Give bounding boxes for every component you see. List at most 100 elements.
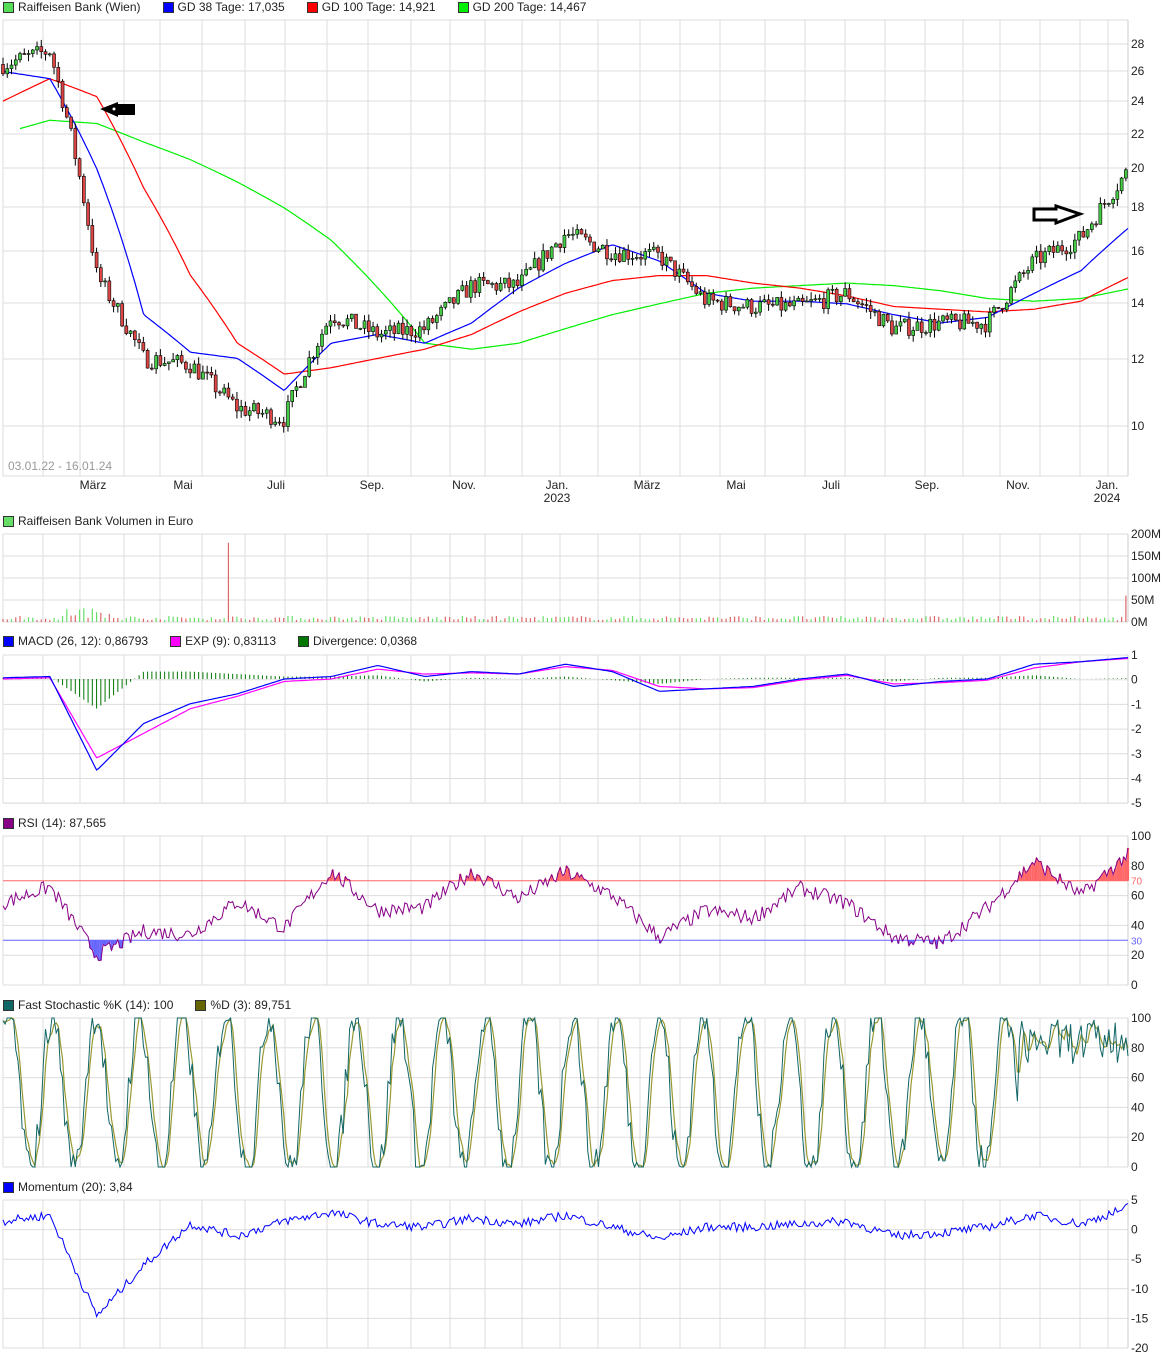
right-arrow-annotation-icon [1032,203,1085,226]
svg-text:Jan.: Jan. [546,478,569,492]
green-square-icon [3,515,14,527]
volume-plot [2,542,1127,622]
svg-text:14: 14 [1131,296,1145,310]
svg-text:0M: 0M [1131,615,1148,629]
svg-text:28: 28 [1131,37,1145,51]
legend-item-gd38: GD 38 Tage: 17,035 [162,0,285,14]
blue-square-icon [3,635,14,647]
svg-text:22: 22 [1131,127,1145,141]
svg-text:März: März [634,478,661,492]
svg-text:30: 30 [1131,936,1143,947]
momentum-legend: Momentum (20): 3,84 [3,1180,155,1194]
momentum-plot [2,1203,1129,1319]
svg-text:70: 70 [1131,877,1143,888]
svg-text:40: 40 [1131,1100,1145,1114]
svg-text:100M: 100M [1131,571,1161,585]
left-arrow-annotation-icon [100,102,135,117]
olive-square-icon [195,999,207,1011]
svg-text:0: 0 [1131,1160,1138,1174]
svg-text:Juli: Juli [822,478,840,492]
stoch-legend: Fast Stochastic %K (14): 100 %D (3): 89,… [3,998,313,1012]
svg-text:18: 18 [1131,200,1145,214]
legend-label: %D (3): 89,751 [210,998,292,1012]
svg-text:-4: -4 [1131,772,1142,786]
rsi-plot [2,847,1130,962]
svg-text:-2: -2 [1131,722,1142,736]
svg-text:Mai: Mai [726,478,745,492]
legend-label: Divergence: 0,0368 [313,634,418,648]
svg-text:50M: 50M [1131,593,1154,607]
green-square-icon [457,1,469,13]
legend-label: Momentum (20): 3,84 [18,1180,133,1194]
svg-text:5: 5 [1131,1193,1138,1207]
svg-text:Juli: Juli [267,478,285,492]
date-range-label: 03.01.22 - 16.01.24 [8,459,112,473]
red-square-icon [306,1,318,13]
axis-labels: 28262422201816141210200M150M100M50M0M10-… [80,37,1161,1355]
svg-text:-5: -5 [1131,796,1142,810]
svg-text:-20: -20 [1131,1341,1149,1355]
svg-text:100: 100 [1131,1011,1151,1025]
legend-item-momentum: Momentum (20): 3,84 [3,1180,133,1194]
svg-text:-15: -15 [1131,1311,1149,1325]
legend-item-stoch-k: Fast Stochastic %K (14): 100 [3,998,173,1012]
svg-text:0: 0 [1131,673,1138,687]
svg-text:0: 0 [1131,1223,1138,1237]
svg-text:1: 1 [1131,648,1138,662]
svg-text:-10: -10 [1131,1282,1149,1296]
legend-item-macd: MACD (26, 12): 0,86793 [3,634,148,648]
svg-text:24: 24 [1131,94,1145,108]
purple-square-icon [3,817,14,829]
legend-label: Raiffeisen Bank Volumen in Euro [18,514,194,528]
legend-item-volume: Raiffeisen Bank Volumen in Euro [3,514,193,528]
macd-plot [2,657,1129,771]
grid-lines [2,19,1129,1349]
blue-square-icon [162,1,174,13]
legend-item-rsi: RSI (14): 87,565 [3,816,106,830]
legend-item-exp: EXP (9): 0,83113 [170,634,276,648]
legend-item-stoch-d: %D (3): 89,751 [195,998,291,1012]
volume-legend: Raiffeisen Bank Volumen in Euro [3,514,215,528]
svg-text:60: 60 [1131,889,1145,903]
svg-text:0: 0 [1131,978,1138,992]
legend-label: EXP (9): 0,83113 [185,634,277,648]
svg-text:150M: 150M [1131,549,1161,563]
legend-item-gd200: GD 200 Tage: 14,467 [457,0,587,14]
legend-label: MACD (26, 12): 0,86793 [18,634,149,648]
svg-text:40: 40 [1131,918,1145,932]
legend-item-divergence: Divergence: 0,0368 [298,634,417,648]
legend-label: Fast Stochastic %K (14): 100 [18,998,174,1012]
teal-square-icon [3,999,14,1011]
svg-text:Sep.: Sep. [360,478,385,492]
price-legend: Raiffeisen Bank (Wien) GD 38 Tage: 17,03… [3,0,608,14]
svg-text:200M: 200M [1131,527,1161,541]
svg-text:80: 80 [1131,1041,1145,1055]
legend-label: Raiffeisen Bank (Wien) [18,0,141,14]
price-plot [1,39,1129,433]
rsi-legend: RSI (14): 87,565 [3,816,128,830]
legend-item-price: Raiffeisen Bank (Wien) [3,0,141,14]
svg-text:-3: -3 [1131,747,1142,761]
svg-text:20: 20 [1131,948,1145,962]
svg-text:2024: 2024 [1094,491,1121,505]
svg-text:Mai: Mai [173,478,192,492]
svg-text:2023: 2023 [544,491,571,505]
svg-text:-1: -1 [1131,697,1142,711]
svg-text:Jan.: Jan. [1096,478,1119,492]
svg-text:20: 20 [1131,1130,1145,1144]
legend-label: GD 38 Tage: 17,035 [177,0,285,14]
svg-text:80: 80 [1131,859,1145,873]
svg-text:Nov.: Nov. [452,478,476,492]
svg-text:Sep.: Sep. [915,478,940,492]
legend-label: GD 200 Tage: 14,467 [472,0,587,14]
macd-legend: MACD (26, 12): 0,86793 EXP (9): 0,83113 … [3,634,439,648]
legend-item-gd100: GD 100 Tage: 14,921 [306,0,436,14]
magenta-square-icon [170,635,182,647]
stochastic-plot [2,1016,1129,1169]
svg-text:März: März [80,478,107,492]
svg-text:10: 10 [1131,419,1145,433]
legend-label: GD 100 Tage: 14,921 [321,0,436,14]
svg-text:60: 60 [1131,1071,1145,1085]
blue-square-icon [3,1181,14,1193]
